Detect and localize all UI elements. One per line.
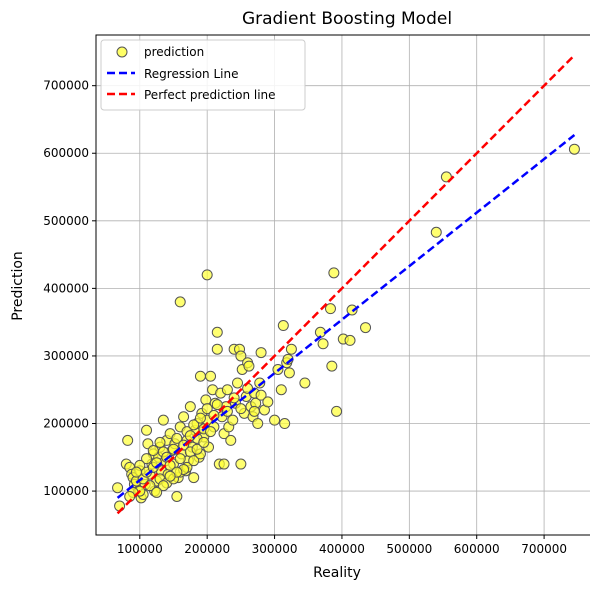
legend-label-prediction: prediction — [144, 45, 204, 59]
scatter-point — [221, 384, 233, 396]
scatter-point — [198, 436, 210, 448]
scatter-point — [254, 377, 266, 389]
scatter-point — [269, 414, 281, 426]
scatter-point — [130, 466, 142, 478]
y-tick-label: 500000 — [43, 214, 89, 228]
scatter-point — [225, 434, 237, 446]
scatter-point — [188, 419, 200, 431]
x-tick-label: 200000 — [184, 542, 230, 556]
scatter-point — [174, 453, 186, 465]
scatter-point — [324, 303, 336, 315]
scatter-point — [248, 405, 260, 417]
scatter-point — [157, 480, 169, 492]
scatter-point — [157, 414, 169, 426]
scatter-point — [147, 445, 159, 457]
scatter-point — [201, 403, 213, 415]
scatter-point — [331, 405, 343, 417]
legend-box — [100, 39, 306, 111]
legend-marker-prediction — [116, 46, 128, 58]
x-tick-label: 300000 — [252, 542, 298, 556]
scatter-point — [211, 343, 223, 355]
scatter-point — [255, 347, 267, 359]
scatter-point — [218, 458, 230, 470]
scatter-point — [328, 267, 340, 279]
scatter-point — [174, 296, 186, 308]
scatter-point — [122, 434, 134, 446]
scatter-point — [568, 143, 580, 155]
scatter-point — [235, 403, 247, 415]
scatter-point — [194, 412, 206, 424]
scatter-point — [201, 269, 213, 281]
regression-line — [116, 134, 576, 499]
y-tick-label: 700000 — [43, 79, 89, 93]
scatter-point — [154, 436, 166, 448]
scatter-point — [285, 343, 297, 355]
scatter-point — [205, 370, 217, 382]
scatter-point — [235, 350, 247, 362]
y-tick-label: 100000 — [43, 484, 89, 498]
scatter-point — [112, 482, 124, 494]
scatter-point — [141, 453, 153, 465]
y-tick-label: 300000 — [43, 349, 89, 363]
scatter-point — [151, 486, 163, 498]
x-tick-label: 500000 — [386, 542, 432, 556]
scatter-point — [255, 389, 267, 401]
scatter-point — [141, 424, 153, 436]
scatter-point — [205, 426, 217, 438]
y-tick-label: 200000 — [43, 417, 89, 431]
legend: prediction Regression Line Perfect predi… — [100, 39, 306, 111]
scatter-point — [164, 470, 176, 482]
scatter-point — [317, 338, 329, 350]
legend-label-perfect: Perfect prediction line — [144, 88, 276, 102]
x-tick-label: 400000 — [319, 542, 365, 556]
scatter-point — [227, 414, 239, 426]
legend-label-regression: Regression Line — [144, 67, 238, 81]
y-axis-ticks: 100000 200000 300000 400000 500000 600000 7000… — [43, 79, 96, 498]
scatter-point — [299, 377, 311, 389]
y-axis-label: Prediction — [10, 251, 26, 321]
scatter-point — [277, 320, 289, 332]
x-tick-label: 600000 — [454, 542, 500, 556]
x-tick-label: 100000 — [117, 542, 163, 556]
scatter-point — [243, 360, 255, 372]
scatter-point — [188, 472, 200, 484]
x-axis-label: Reality — [313, 565, 361, 581]
plot-frame — [95, 34, 590, 536]
scatter-point — [283, 367, 295, 379]
scatter-point — [171, 490, 183, 502]
scatter-point — [235, 458, 247, 470]
scatter-point — [178, 411, 190, 423]
scatter-point — [184, 401, 196, 413]
lines — [116, 54, 576, 515]
scatter-point — [360, 322, 372, 334]
scatter-points — [112, 143, 580, 512]
scatter-point — [279, 418, 291, 430]
scatter-point — [188, 455, 200, 467]
scatter-point — [430, 226, 442, 238]
scatter-point — [211, 326, 223, 338]
scatter-point — [262, 396, 274, 408]
x-tick-label: 700000 — [521, 542, 567, 556]
scatter-point — [252, 418, 264, 430]
x-axis-ticks: 100000 200000 300000 400000 500000 600000 7000… — [117, 535, 567, 556]
scatter-point — [191, 443, 203, 455]
y-tick-label: 600000 — [43, 146, 89, 160]
scatter-point — [275, 384, 287, 396]
scatter-point — [326, 360, 338, 372]
scatter-point — [171, 432, 183, 444]
scatter-point — [211, 399, 223, 411]
scatter-point — [232, 377, 244, 389]
chart-title: Gradient Boosting Model — [242, 9, 452, 29]
scatter-point — [346, 304, 358, 316]
y-tick-label: 400000 — [43, 281, 89, 295]
scatter-point — [194, 370, 206, 382]
scatter-point — [344, 334, 356, 346]
